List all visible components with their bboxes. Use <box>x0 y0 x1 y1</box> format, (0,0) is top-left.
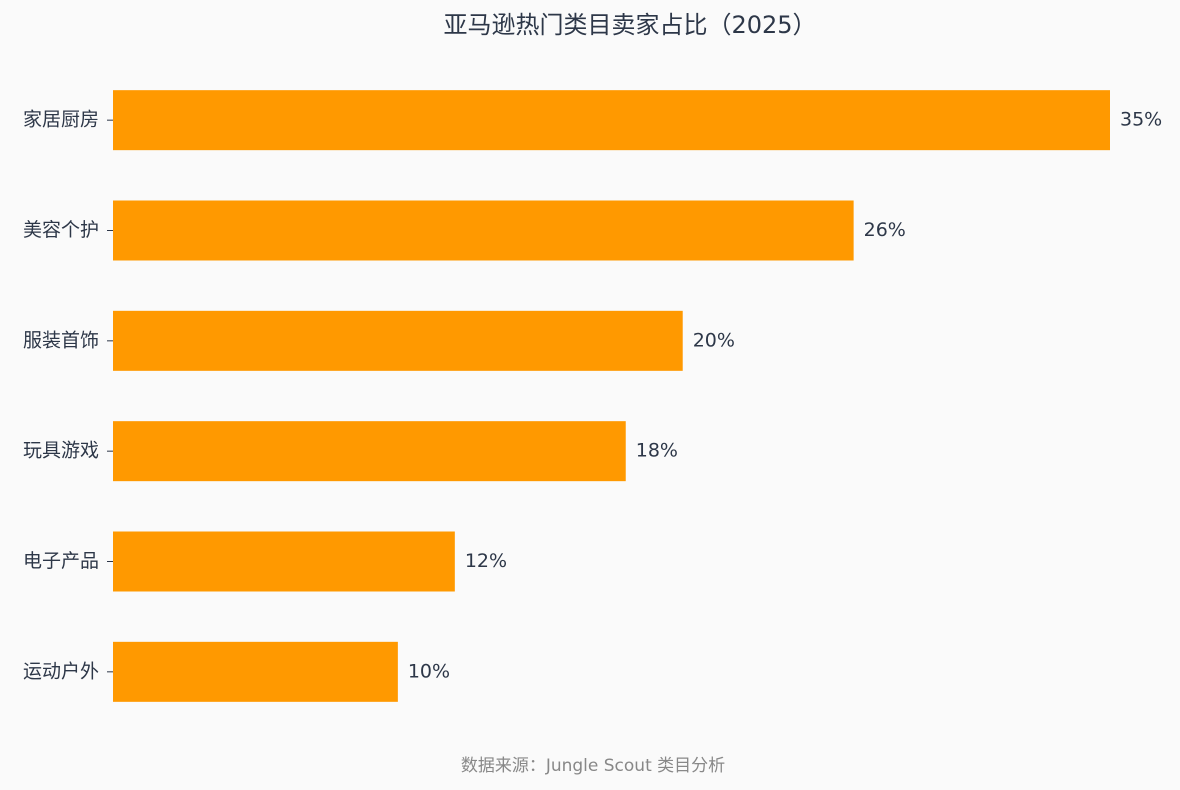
y-tick-label: 玩具游戏 <box>23 440 99 462</box>
bar <box>113 531 455 592</box>
y-tick-label: 美容个护 <box>23 219 99 241</box>
bar <box>113 90 1110 151</box>
source-note: 数据来源：Jungle Scout 类目分析 <box>461 756 725 776</box>
y-tick-label: 家居厨房 <box>23 109 99 131</box>
y-tick-label: 运动户外 <box>23 660 99 682</box>
data-label: 18% <box>636 440 678 462</box>
data-label: 10% <box>408 660 450 682</box>
bar <box>113 200 854 261</box>
y-tick-label: 电子产品 <box>23 550 99 572</box>
bar <box>113 421 626 482</box>
bar <box>113 641 398 702</box>
data-label: 35% <box>1120 109 1162 131</box>
data-label: 26% <box>864 219 906 241</box>
y-tick-label: 服装首饰 <box>23 329 99 351</box>
data-label: 12% <box>465 550 507 572</box>
bar <box>113 310 683 371</box>
chart-title: 亚马逊热门类目卖家占比（2025） <box>443 11 816 39</box>
data-label: 20% <box>693 329 735 351</box>
